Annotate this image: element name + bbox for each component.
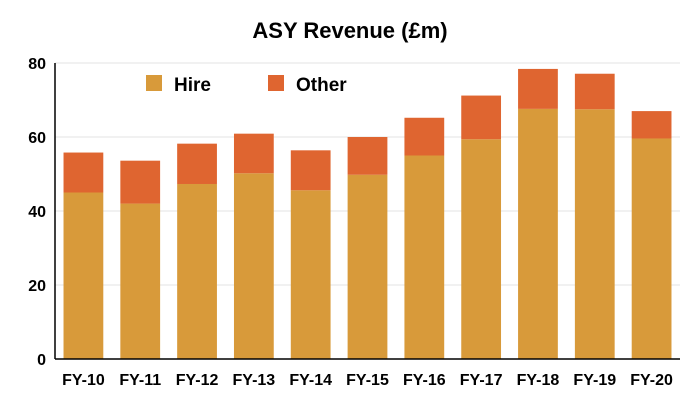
chart-title: ASY Revenue (£m) [252,18,447,43]
bar-hire-fy-17 [461,139,502,359]
x-tick-label: FY-13 [233,372,276,389]
y-tick-label: 40 [28,204,46,221]
bar-other-fy-19 [574,73,615,110]
legend-swatch-hire [146,75,162,91]
x-tick-label: FY-17 [460,372,503,389]
bar-other-fy-10 [63,152,104,193]
bar-hire-fy-18 [518,108,558,359]
x-tick-label: FY-11 [119,372,161,389]
x-tick-label: FY-14 [289,372,332,389]
bar-hire-fy-16 [404,155,445,359]
bar-other-fy-11 [120,160,161,204]
legend-label-hire: Hire [174,75,211,96]
bar-hire-fy-19 [574,109,615,359]
bar-other-fy-13 [233,133,274,174]
x-tick-label: FY-15 [346,372,389,389]
bar-other-fy-16 [404,117,445,156]
bar-hire-fy-13 [233,173,274,359]
bar-other-fy-14 [290,150,331,191]
x-tick-label: FY-16 [403,372,446,389]
legend-label-other: Other [296,75,347,96]
bar-other-fy-15 [347,137,388,175]
bar-other-fy-17 [461,95,502,140]
bar-hire-fy-12 [177,183,217,359]
y-tick-label: 20 [28,278,46,295]
bar-other-fy-12 [177,143,217,184]
x-tick-label: FY-10 [62,372,105,389]
y-tick-labels: 0 20 40 60 80 [28,56,46,369]
bar-hire-fy-14 [290,190,331,359]
bar-other-fy-20 [631,111,672,139]
bar-hire-fy-15 [347,174,388,359]
x-tick-label: FY-20 [630,372,673,389]
legend-swatch-other [268,75,284,91]
x-tick-labels: FY-10 FY-11 FY-12 FY-13 FY-14 FY-15 FY-16 FY-17… [62,372,673,389]
x-tick-label: FY-19 [573,372,616,389]
x-tick-label: FY-12 [176,372,219,389]
y-tick-label: 80 [28,56,46,73]
x-tick-label: FY-18 [517,372,560,389]
bar-hire-fy-20 [631,138,672,359]
y-tick-label: 60 [28,130,46,147]
y-tick-label: 0 [37,352,46,369]
legend: Hire Other [146,75,347,96]
bar-hire-fy-11 [120,203,161,359]
bars [63,68,672,359]
bar-other-fy-18 [518,68,558,109]
bar-hire-fy-10 [63,192,104,359]
axes [54,63,680,360]
